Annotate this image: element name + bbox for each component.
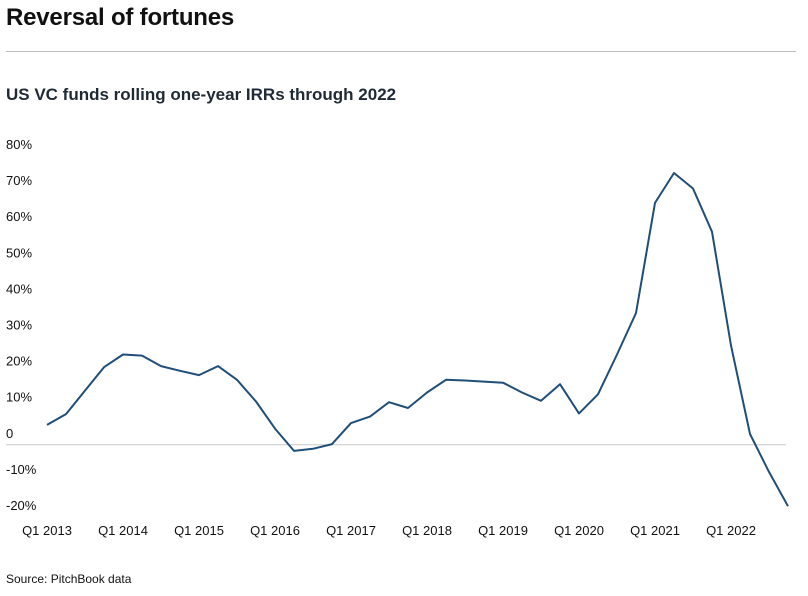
x-tick-label: Q1 2022 (706, 523, 756, 538)
x-tick-label: Q1 2014 (98, 523, 148, 538)
series-line-irr (46, 172, 789, 507)
title-divider (6, 51, 796, 52)
y-tick-label: 0 (6, 426, 13, 441)
x-tick-label: Q1 2020 (554, 523, 604, 538)
chart-title: Reversal of fortunes (6, 4, 235, 31)
y-tick-label: 50% (6, 245, 32, 260)
y-tick-label: 70% (6, 173, 32, 188)
y-tick-label: -10% (6, 462, 37, 477)
y-tick-label: 20% (6, 354, 32, 369)
x-tick-label: Q1 2013 (22, 523, 72, 538)
x-axis-ticks: Q1 2013 Q1 2014 Q1 2015 Q1 2016 Q1 2017 Q1 20… (22, 523, 756, 538)
y-tick-label: 10% (6, 390, 32, 405)
source-note: Source: PitchBook data (6, 572, 132, 586)
y-tick-label: 40% (6, 281, 32, 296)
chart-subtitle: US VC funds rolling one-year IRRs throug… (6, 85, 397, 104)
x-tick-label: Q1 2018 (402, 523, 452, 538)
y-tick-label: 60% (6, 209, 32, 224)
x-tick-label: Q1 2015 (174, 523, 224, 538)
y-tick-label: -20% (6, 498, 37, 513)
y-tick-label: 30% (6, 318, 32, 333)
y-tick-label: 80% (6, 137, 32, 152)
x-tick-label: Q1 2016 (250, 523, 300, 538)
x-tick-label: Q1 2019 (478, 523, 528, 538)
x-tick-label: Q1 2017 (326, 523, 376, 538)
y-axis-ticks: -20% -10% 0 10% 20% 30% 40% 50% 60% 70% 80% (6, 137, 37, 513)
x-tick-label: Q1 2021 (630, 523, 680, 538)
